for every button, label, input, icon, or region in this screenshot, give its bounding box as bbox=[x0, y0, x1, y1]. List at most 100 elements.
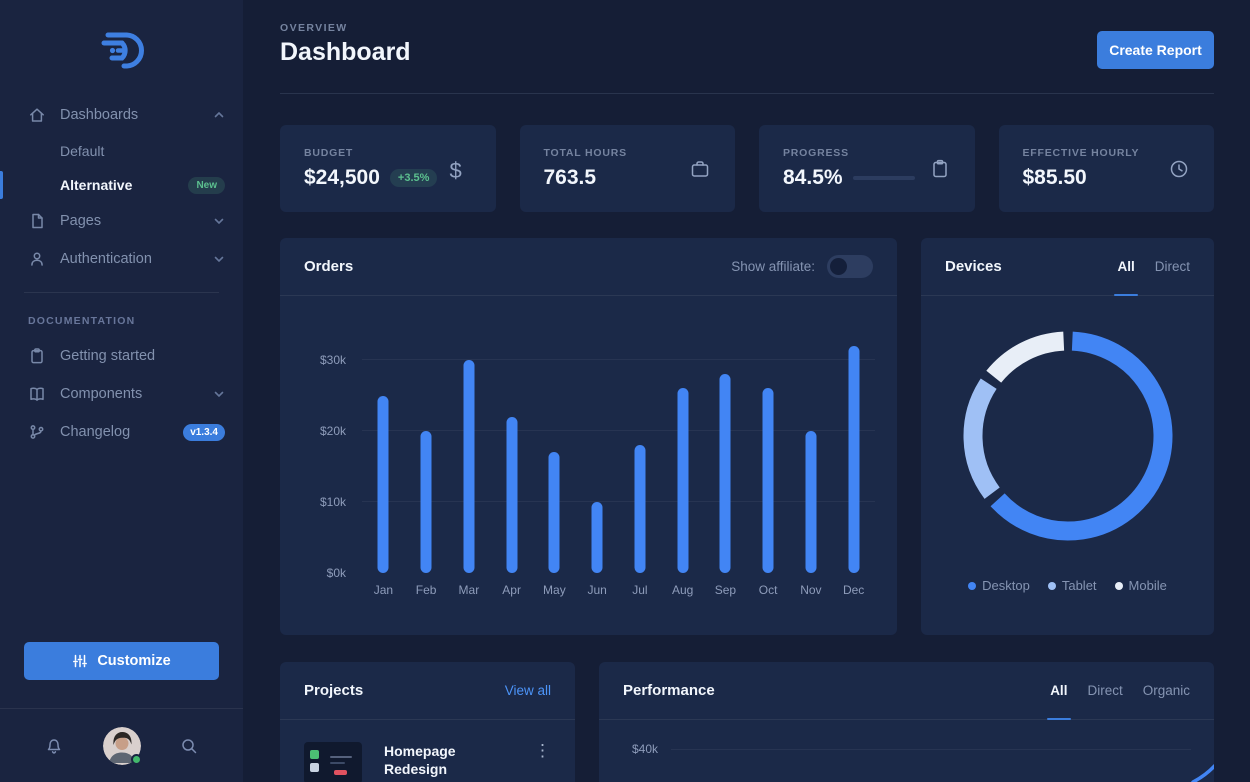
y-axis-label: $30k bbox=[319, 353, 346, 367]
customize-button[interactable]: Customize bbox=[24, 642, 219, 680]
app-logo[interactable] bbox=[0, 0, 243, 96]
bar-jul bbox=[634, 445, 646, 573]
devices-card-header: Devices All Direct bbox=[921, 238, 1214, 296]
x-axis-label: Dec bbox=[842, 583, 865, 597]
bar-mar bbox=[463, 360, 475, 573]
bar-jun bbox=[591, 502, 603, 573]
show-affiliate-toggle[interactable] bbox=[827, 255, 873, 278]
bell-icon[interactable] bbox=[44, 736, 64, 756]
legend-label: Desktop bbox=[982, 578, 1030, 593]
bar-column bbox=[704, 328, 747, 573]
sidebar-item-dashboards[interactable]: Dashboards bbox=[0, 96, 243, 134]
sidebar-item-label: Default bbox=[60, 143, 105, 159]
stat-card-budget: BUDGET $24,500 +3.5% $ bbox=[280, 125, 496, 212]
sidebar-item-getting-started[interactable]: Getting started bbox=[0, 337, 243, 375]
sidebar-item-authentication[interactable]: Authentication bbox=[0, 240, 243, 278]
performance-tab-direct[interactable]: Direct bbox=[1087, 683, 1123, 698]
project-thumbnail bbox=[304, 742, 362, 782]
trend-badge: +3.5% bbox=[389, 169, 438, 187]
chevron-down-icon bbox=[213, 215, 225, 227]
book-icon bbox=[28, 385, 46, 403]
orders-y-axis: $0k $10k $20k $30k bbox=[306, 328, 346, 580]
bar-apr bbox=[506, 416, 518, 573]
devices-tab-direct[interactable]: Direct bbox=[1154, 259, 1190, 274]
devices-tab-all[interactable]: All bbox=[1117, 238, 1134, 295]
performance-card: Performance All Direct Organic $40k bbox=[599, 662, 1214, 782]
devices-legend: Desktop Tablet Mobile bbox=[921, 578, 1214, 593]
legend-label: Tablet bbox=[1061, 578, 1097, 593]
legend-item-tablet: Tablet bbox=[1047, 578, 1097, 593]
project-list-item[interactable]: Homepage Redesign ⋮ bbox=[280, 720, 575, 782]
sidebar-item-label: Pages bbox=[60, 213, 102, 229]
legend-dot-tablet bbox=[1047, 581, 1056, 590]
create-report-button[interactable]: Create Report bbox=[1097, 31, 1214, 69]
dollar-icon: $ bbox=[449, 157, 462, 183]
sidebar-item-pages[interactable]: Pages bbox=[0, 202, 243, 240]
sidebar-footer bbox=[0, 708, 243, 782]
performance-line bbox=[1191, 763, 1214, 782]
x-axis-label: Aug bbox=[671, 583, 694, 597]
devices-card: Devices All Direct Desktop Tablet Mobile bbox=[921, 238, 1214, 635]
bar-sep bbox=[719, 374, 731, 573]
brand-logo-icon bbox=[101, 32, 144, 69]
sidebar-item-alternative[interactable]: Alternative New bbox=[0, 168, 243, 202]
bar-dec bbox=[848, 345, 860, 573]
sidebar-item-changelog[interactable]: Changelog v1.3.4 bbox=[0, 413, 243, 451]
orders-title: Orders bbox=[304, 258, 354, 275]
projects-card: Projects View all Homepage Redesign ⋮ bbox=[280, 662, 575, 782]
performance-tab-all[interactable]: All bbox=[1050, 662, 1067, 719]
bar-oct bbox=[762, 388, 774, 573]
performance-tab-organic[interactable]: Organic bbox=[1142, 683, 1190, 698]
file-icon bbox=[28, 212, 46, 230]
bar-column bbox=[405, 328, 448, 573]
x-axis-label: Jan bbox=[373, 583, 394, 597]
legend-label: Mobile bbox=[1128, 578, 1167, 593]
legend-dot-desktop bbox=[968, 581, 977, 590]
x-axis-label: Nov bbox=[800, 583, 822, 597]
clock-icon bbox=[1168, 158, 1190, 180]
sidebar-item-label: Getting started bbox=[60, 348, 156, 364]
sidebar-item-label: Alternative bbox=[60, 177, 133, 193]
customize-button-label: Customize bbox=[97, 653, 171, 669]
donut-svg bbox=[963, 331, 1172, 541]
x-axis-label: Jun bbox=[587, 583, 607, 597]
x-axis-label: Feb bbox=[415, 583, 437, 597]
customize-section: Customize bbox=[0, 642, 243, 708]
show-affiliate-label: Show affiliate: bbox=[731, 259, 815, 274]
performance-card-header: Performance All Direct Organic bbox=[599, 662, 1214, 720]
bar-feb bbox=[420, 431, 432, 573]
kebab-menu-icon[interactable]: ⋮ bbox=[534, 741, 551, 760]
stat-value: $24,500 bbox=[304, 166, 380, 189]
orders-card-header: Orders Show affiliate: bbox=[280, 238, 897, 296]
legend-dot-mobile bbox=[1114, 581, 1123, 590]
chevron-down-icon bbox=[213, 388, 225, 400]
projects-card-header: Projects View all bbox=[280, 662, 575, 720]
donut-segment-tablet bbox=[963, 378, 1000, 499]
search-icon[interactable] bbox=[179, 736, 199, 756]
view-all-link[interactable]: View all bbox=[504, 683, 551, 698]
bar-column bbox=[448, 328, 491, 573]
stats-row: BUDGET $24,500 +3.5% $ TOTAL HOURS 763.5… bbox=[280, 125, 1214, 212]
user-avatar[interactable] bbox=[102, 726, 142, 765]
chevron-up-icon bbox=[213, 109, 225, 121]
sidebar-item-label: Components bbox=[60, 386, 143, 402]
clipboard-icon bbox=[28, 347, 46, 365]
bar-column bbox=[790, 328, 833, 573]
bar-aug bbox=[677, 388, 689, 573]
orders-x-axis: Jan Feb Mar Apr May Jun Jul Aug Sep Oct Nov Dec bbox=[362, 583, 875, 597]
sidebar-item-default[interactable]: Default bbox=[0, 134, 243, 168]
projects-title: Projects bbox=[304, 682, 364, 699]
bar-column bbox=[832, 328, 875, 573]
version-badge: v1.3.4 bbox=[183, 423, 225, 441]
x-axis-label: Sep bbox=[714, 583, 737, 597]
bar-column bbox=[619, 328, 662, 573]
performance-title: Performance bbox=[623, 682, 715, 699]
orders-card: Orders Show affiliate: $0k $10k $20k $30k J… bbox=[280, 238, 897, 635]
sidebar-item-components[interactable]: Components bbox=[0, 375, 243, 413]
sidebar-item-label: Dashboards bbox=[60, 107, 139, 123]
project-title: Homepage Redesign bbox=[384, 743, 456, 778]
bar-column bbox=[362, 328, 405, 573]
home-icon bbox=[28, 106, 46, 124]
sidebar-item-label: Changelog bbox=[60, 424, 131, 440]
x-axis-label: Jul bbox=[632, 583, 648, 597]
